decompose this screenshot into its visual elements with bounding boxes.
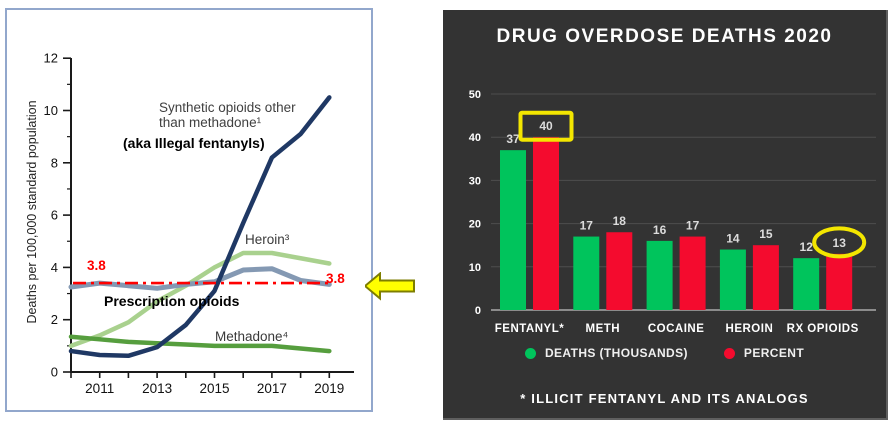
chart-title: DRUG OVERDOSE DEATHS 2020 <box>496 26 833 47</box>
y-tick-label: 10 <box>44 103 58 118</box>
y-tick-label: 0 <box>51 365 58 380</box>
y-tick-label: 20 <box>469 219 481 231</box>
y-tick-label: 10 <box>469 262 481 274</box>
footnote: * ILLICIT FENTANYL AND ITS ANALOGS <box>520 391 809 406</box>
y-tick-label: 12 <box>44 51 58 66</box>
bar-cocaine-percent <box>679 236 706 310</box>
series-label-synthetic-line2: than methadone¹ <box>159 115 262 130</box>
highlight-rect-icon <box>518 110 574 142</box>
x-tick-label: 2011 <box>85 381 114 396</box>
left-arrow-shape <box>365 272 415 301</box>
bar-heroin-deaths <box>719 249 746 310</box>
x-tick-label: 2019 <box>314 381 344 396</box>
bar-value-label: 18 <box>613 214 627 228</box>
bar-fentanyl--deaths <box>500 150 526 310</box>
bar-fentanyl--percent <box>533 137 559 310</box>
series-label-methadone: Methadone⁴ <box>215 329 289 344</box>
bar-rx-opioids-percent <box>826 253 853 310</box>
bar-heroin-percent <box>752 245 779 310</box>
x-tick-label: 2015 <box>199 381 229 396</box>
legend: DEATHS (THOUSANDS) PERCENT <box>443 346 886 360</box>
legend-swatch-percent-icon <box>723 347 735 359</box>
series-line <box>68 95 332 359</box>
category-label: FENTANYL* <box>495 323 564 335</box>
bar-meth-deaths <box>573 236 600 310</box>
bar-value-label: 12 <box>800 240 814 254</box>
bar-value-label: 17 <box>686 219 700 233</box>
y-tick-label: 2 <box>51 312 58 327</box>
bar-value-label: 15 <box>759 227 773 241</box>
series-line <box>68 266 332 291</box>
category-label: HEROIN <box>726 323 774 335</box>
legend-item-percent: PERCENT <box>723 346 805 360</box>
bar-chart-plot: 0 10 20 30 40 50 37 40 FENTANYL* 17 18 METH 16 17 COCA… <box>469 89 876 335</box>
bar-value-label: 40 <box>539 119 553 133</box>
bar-meth-percent <box>606 232 633 310</box>
bar-value-label: 37 <box>506 132 520 146</box>
bar-value-label: 16 <box>653 223 667 237</box>
x-tick-label: 2017 <box>257 381 287 396</box>
bar-value-label: 13 <box>833 236 847 250</box>
legend-label-deaths: DEATHS (THOUSANDS) <box>544 346 688 360</box>
reference-value-label-right: 3.8 <box>326 271 345 286</box>
bar-value-label: 17 <box>580 219 594 233</box>
y-tick-label: 4 <box>51 260 58 275</box>
legend-swatch-deaths-icon <box>524 347 536 359</box>
y-tick-label: 0 <box>475 305 481 317</box>
series-line <box>68 334 332 354</box>
bar-cocaine-deaths <box>646 240 673 310</box>
bar-value-label: 14 <box>726 232 740 246</box>
series-label-prescription-opioids: Prescription opioids <box>104 293 240 309</box>
y-tick-label: 40 <box>469 132 481 144</box>
y-tick-label: 6 <box>51 208 58 223</box>
bar-rx-opioids-deaths <box>793 258 820 310</box>
left-arrow-icon <box>365 272 415 301</box>
x-tick-label: 2013 <box>142 381 172 396</box>
y-axis-title: Deaths per 100,000 standard population <box>25 100 39 324</box>
y-tick-label: 50 <box>469 89 481 101</box>
series-line <box>68 250 332 349</box>
y-tick-label: 30 <box>469 175 481 187</box>
category-label: RX OPIOIDS <box>787 323 859 335</box>
legend-item-deaths: DEATHS (THOUSANDS) <box>524 346 688 360</box>
series-label-synthetic-alias: (aka Illegal fentanyls) <box>123 135 265 151</box>
line-chart-plot: 0 2 4 6 8 10 12 2011 2013 2015 2017 2019 <box>44 51 354 396</box>
highlight-ellipse-icon <box>812 226 867 259</box>
category-label: METH <box>586 323 621 335</box>
reference-value-label-left: 3.8 <box>87 258 106 273</box>
line-chart-panel: 0 2 4 6 8 10 12 2011 2013 2015 2017 2019 Deaths per… <box>5 8 373 412</box>
y-tick-label: 8 <box>51 155 58 170</box>
legend-label-percent: PERCENT <box>743 346 805 360</box>
series-label-synthetic-line1: Synthetic opioids other <box>159 100 296 115</box>
bar-chart-panel: DRUG OVERDOSE DEATHS 2020 0 10 20 30 40 50 37 4… <box>443 10 888 420</box>
category-label: COCAINE <box>648 323 705 335</box>
series-label-heroin: Heroin³ <box>245 232 290 247</box>
